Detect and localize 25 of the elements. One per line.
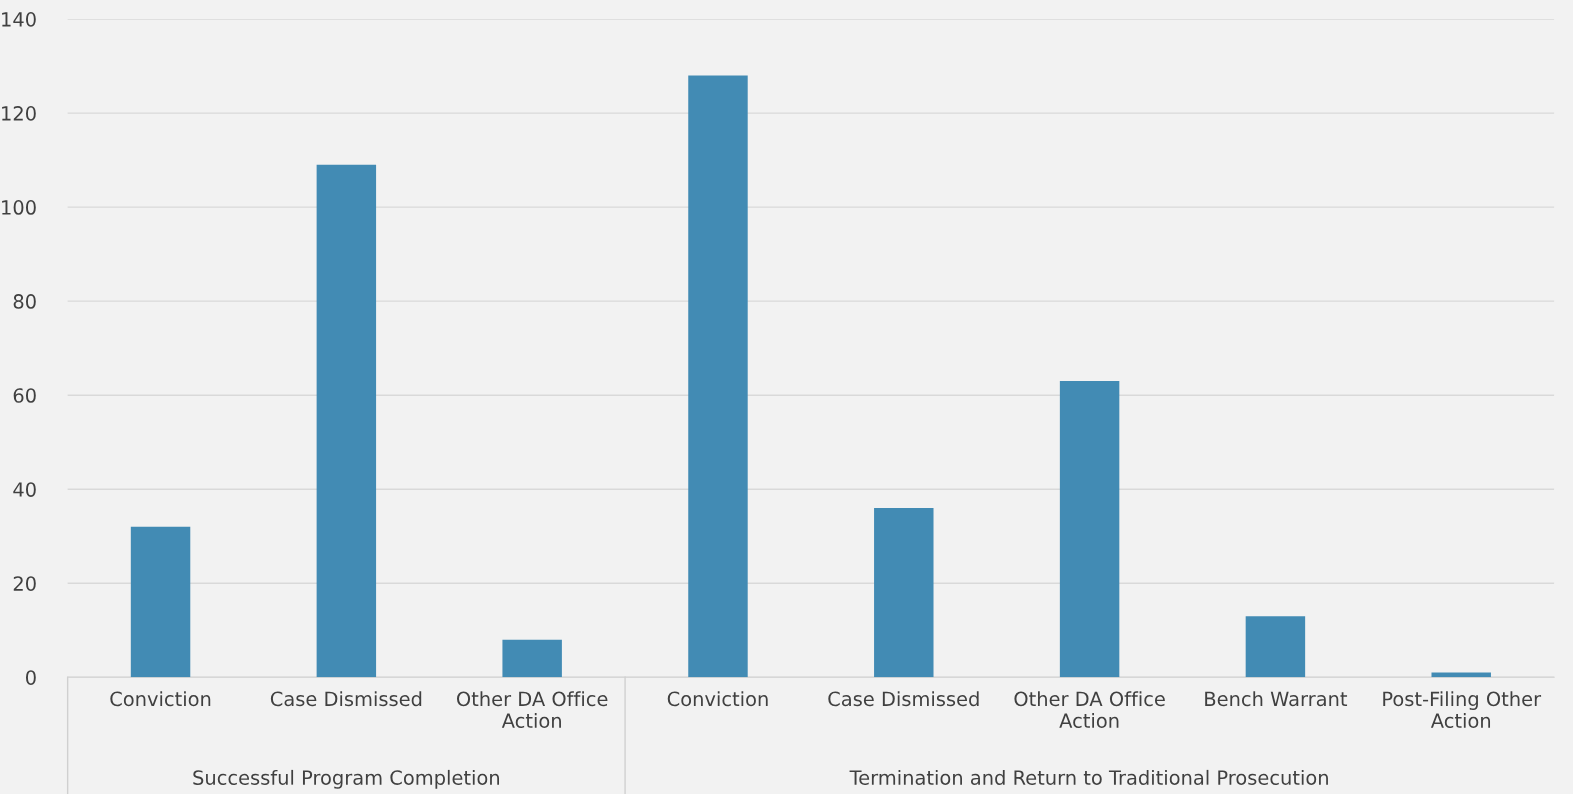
- bar: [316, 164, 377, 678]
- y-tick-label: 60: [13, 388, 36, 403]
- x-tick-label: Post-Filing Other Action: [1383, 691, 1542, 728]
- y-tick-label: 100: [2, 200, 36, 215]
- x-tick-label: Conviction: [110, 691, 211, 707]
- x-tick-label: Other DA Office Action: [456, 691, 608, 728]
- y-tick-label: 140: [2, 12, 36, 27]
- y-tick-label: 120: [2, 106, 36, 121]
- x-tick-label: Bench Warrant: [1205, 691, 1348, 707]
- x-tick-label: Other DA Office Action: [1014, 691, 1165, 728]
- bar: [688, 75, 748, 678]
- y-tick-label: 80: [13, 294, 36, 309]
- x-tick-label: Case Dismissed: [270, 691, 422, 707]
- bar: [1059, 381, 1120, 678]
- text: Termination and Return to Traditional Prosecution: [849, 769, 1328, 785]
- y-tick-label: 20: [13, 576, 36, 591]
- x-tick-label: Conviction: [667, 691, 768, 707]
- bar: [1245, 616, 1306, 678]
- y-tick-label: 40: [13, 482, 36, 497]
- x-tick-label: Case Dismissed: [828, 691, 979, 707]
- text: Successful Program Completion: [193, 769, 500, 789]
- y-tick-label: 0: [25, 670, 36, 685]
- bar: [874, 508, 934, 678]
- bar: [502, 639, 562, 678]
- bar: [130, 526, 191, 678]
